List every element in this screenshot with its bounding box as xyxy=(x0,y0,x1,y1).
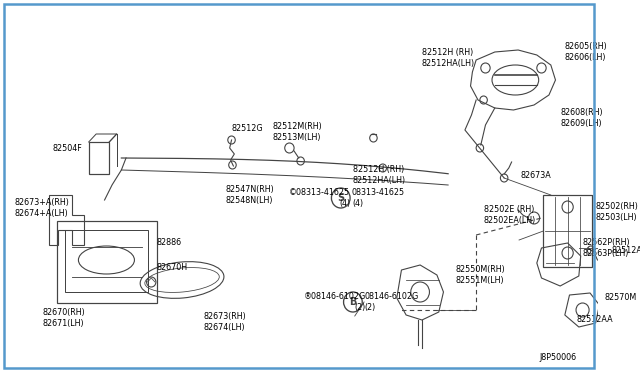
Text: 82670(RH)
82671(LH): 82670(RH) 82671(LH) xyxy=(43,308,86,328)
Text: 82512H (RH)
82512HA(LH): 82512H (RH) 82512HA(LH) xyxy=(422,48,475,68)
Text: 82547N(RH)
82548N(LH): 82547N(RH) 82548N(LH) xyxy=(226,185,275,205)
Text: 82504F: 82504F xyxy=(52,144,82,153)
Text: B: B xyxy=(349,297,356,307)
Text: 82608(RH)
82609(LH): 82608(RH) 82609(LH) xyxy=(560,108,603,128)
Text: 82550M(RH)
82551M(LH): 82550M(RH) 82551M(LH) xyxy=(456,265,506,285)
Text: 82886: 82886 xyxy=(157,237,182,247)
Text: 82512G: 82512G xyxy=(232,124,263,132)
Text: 82512M(RH)
82513M(LH): 82512M(RH) 82513M(LH) xyxy=(273,122,323,142)
Text: ©08313-41625
(4): ©08313-41625 (4) xyxy=(289,188,350,208)
Text: 82512AA: 82512AA xyxy=(577,315,614,324)
Text: 82502E (RH)
82502EA(LH): 82502E (RH) 82502EA(LH) xyxy=(484,205,536,225)
Text: 82562P(RH)
82563P(LH): 82562P(RH) 82563P(LH) xyxy=(582,238,630,258)
Text: 08146-6102G
(2): 08146-6102G (2) xyxy=(364,292,419,312)
Text: 82512H (RH)
82512HA(LH): 82512H (RH) 82512HA(LH) xyxy=(353,165,406,185)
Text: J8P50006: J8P50006 xyxy=(540,353,577,362)
Text: 08313-41625
(4): 08313-41625 (4) xyxy=(352,188,405,208)
Text: ®08146-6102G
(2): ®08146-6102G (2) xyxy=(304,292,366,312)
Text: 82670H: 82670H xyxy=(157,263,188,273)
Text: 82605(RH)
82606(LH): 82605(RH) 82606(LH) xyxy=(565,42,607,62)
Text: 82502(RH)
82503(LH): 82502(RH) 82503(LH) xyxy=(596,202,639,222)
Text: 82673(RH)
82674(LH): 82673(RH) 82674(LH) xyxy=(204,312,246,332)
Text: 82673+A(RH)
82674+A(LH): 82673+A(RH) 82674+A(LH) xyxy=(15,198,70,218)
Text: S: S xyxy=(337,193,344,203)
Text: 82570M: 82570M xyxy=(605,294,637,302)
Text: 82512A: 82512A xyxy=(611,246,640,254)
Text: 82673A: 82673A xyxy=(521,170,552,180)
